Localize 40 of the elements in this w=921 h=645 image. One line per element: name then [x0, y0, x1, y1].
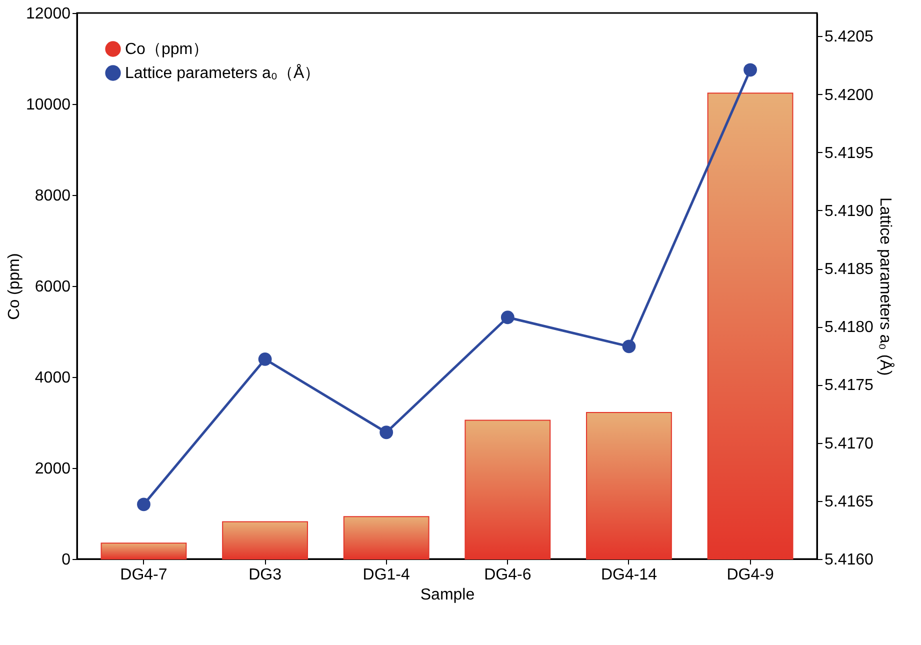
y2-tick-label: 5.4185	[824, 261, 874, 278]
bar	[100, 542, 187, 560]
y2-tick-label: 5.4200	[824, 86, 874, 104]
bar	[464, 420, 551, 560]
y2-tick-label: 5.4175	[824, 377, 874, 394]
x-tick-label: DG3	[248, 566, 282, 584]
legend-label: Co（ppm）	[125, 41, 209, 58]
y-tick-label: 8000	[34, 188, 71, 204]
y-tick-label: 12000	[26, 6, 71, 22]
point	[137, 498, 150, 512]
point	[258, 352, 272, 366]
y2-tick-label: 5.4190	[824, 202, 874, 220]
y-tick-label: 2000	[34, 460, 71, 478]
bar	[586, 412, 672, 560]
y2-tick-label: 5.4160	[824, 552, 874, 568]
x-tick-label: DG1-4	[362, 566, 410, 584]
x-tick-label: DG4-9	[726, 566, 774, 584]
point	[622, 340, 636, 354]
x-tick-label: DG4-14	[600, 566, 658, 584]
x-axis-title: Sample	[420, 586, 475, 604]
bar	[343, 516, 430, 560]
y-tick-label: 4000	[34, 370, 71, 386]
y2-tick-label: 5.4170	[824, 435, 874, 452]
y-axis-title: Co (ppm)	[6, 253, 24, 320]
point	[380, 426, 394, 440]
x-tick-label: DG4-6	[484, 566, 532, 584]
y2-axis-title: Lattice parameters a₀ (Å)	[876, 197, 894, 376]
y-tick-label: 0	[62, 552, 71, 568]
y-tick-label: 6000	[34, 278, 71, 296]
y2-tick-label: 5.4165	[824, 493, 874, 510]
x-tick-label: DG4-7	[120, 566, 168, 584]
y2-tick-label: 5.4180	[824, 319, 874, 336]
y2-tick-label: 5.4195	[824, 144, 874, 162]
bar	[707, 92, 794, 560]
bar	[222, 521, 308, 560]
y2-tick-label: 5.4205	[824, 28, 874, 46]
point	[744, 63, 757, 77]
legend-label: Lattice parameters a₀（Å）	[125, 64, 320, 82]
point	[500, 310, 514, 324]
y-tick-label: 10000	[26, 96, 71, 114]
